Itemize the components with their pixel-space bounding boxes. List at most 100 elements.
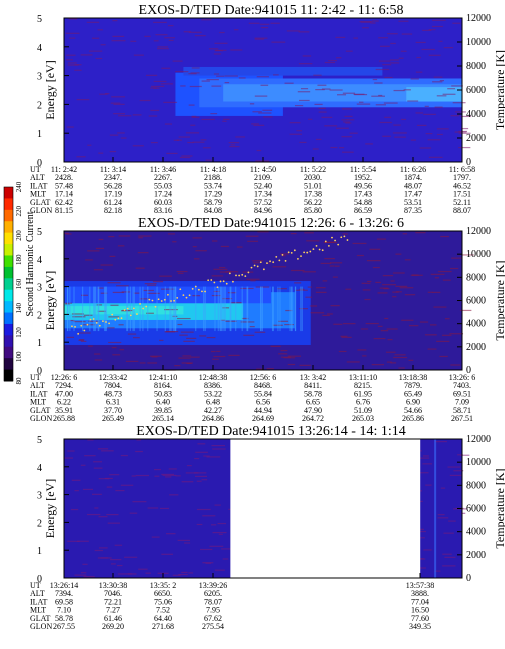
- heatmap-cell: [249, 103, 255, 105]
- y-tick-label: 2: [37, 518, 42, 529]
- heatmap-cell: [155, 34, 168, 36]
- heatmap-cell: [333, 323, 343, 325]
- colorbar-tick-label: 220: [15, 206, 23, 217]
- heatmap-cell: [169, 494, 179, 496]
- heatmap-spike: [126, 286, 128, 332]
- colorbar-segment: [4, 209, 13, 222]
- table-cell: 51.09: [354, 406, 372, 415]
- heatmap-cell: [387, 33, 398, 35]
- heatmap-cell: [97, 448, 109, 450]
- heatmap-cell: [252, 260, 264, 262]
- table-row-label: GLON: [30, 622, 52, 631]
- heatmap-cell: [460, 454, 470, 456]
- heatmap-cell: [427, 291, 433, 293]
- heatmap-spike: [156, 286, 158, 332]
- heatmap-cell: [131, 475, 136, 477]
- heatmap-cell: [249, 326, 255, 328]
- y-tick-label: 3: [37, 491, 42, 502]
- heatmap-spike: [174, 286, 176, 332]
- heatmap-cell: [230, 144, 236, 146]
- temperature-point: [98, 324, 101, 327]
- temperature-point: [321, 249, 324, 252]
- temperature-point: [160, 300, 163, 302]
- heatmap-cell: [116, 285, 129, 287]
- temperature-point: [290, 251, 293, 254]
- temperature-point: [92, 318, 95, 320]
- heatmap-cell: [195, 250, 207, 252]
- heatmap-cell: [382, 274, 394, 277]
- temperature-point: [86, 323, 89, 326]
- table-cell: 267.51: [451, 414, 473, 423]
- heatmap-spike: [129, 286, 131, 332]
- heatmap-cell: [418, 472, 429, 474]
- heatmap-cell: [280, 356, 291, 358]
- heatmap-cell: [457, 454, 463, 456]
- heatmap-cell: [189, 85, 202, 88]
- heatmap-cell: [336, 57, 342, 59]
- table-cell: 37.70: [104, 406, 122, 415]
- table-cell: 17.34: [254, 190, 272, 199]
- heatmap-cell: [67, 540, 80, 542]
- heatmap-cell: [190, 72, 200, 74]
- table-cell: 84.96: [254, 206, 272, 215]
- heatmap-spike: [290, 286, 293, 332]
- y-tick-label: 5: [37, 14, 42, 25]
- heatmap-cell: [419, 147, 432, 149]
- heatmap-cell: [256, 368, 264, 370]
- table-row-label: GLON: [30, 414, 52, 423]
- heatmap-spike: [246, 286, 248, 332]
- table-cell: 13: 3:42: [300, 373, 326, 382]
- temperature-point: [71, 325, 73, 328]
- heatmap-cell: [161, 553, 173, 555]
- heatmap-cell: [106, 486, 113, 488]
- table-cell: 17.19: [104, 190, 122, 199]
- heatmap-cell: [416, 457, 430, 459]
- heatmap-cell: [313, 74, 322, 76]
- heatmap-cell: [415, 112, 424, 114]
- y2-tick-label: 10000: [466, 457, 491, 468]
- heatmap-cell: [256, 149, 262, 152]
- heatmap-cell: [424, 105, 429, 107]
- table-cell: 265.49: [102, 414, 124, 423]
- heatmap-cell: [307, 286, 312, 288]
- table-cell: 47.00: [55, 389, 73, 398]
- temperature-point: [126, 307, 129, 310]
- heatmap-cell: [329, 265, 335, 267]
- heatmap-cell: [432, 291, 441, 293]
- table-cell: 47.90: [304, 406, 322, 415]
- temperature-point: [269, 260, 271, 263]
- heatmap-cell: [117, 132, 125, 134]
- heatmap-cell: [74, 490, 79, 492]
- heatmap-cell: [246, 278, 260, 280]
- heatmap-cell: [247, 240, 258, 242]
- heatmap-cell: [179, 156, 191, 159]
- heatmap-cell: [436, 95, 447, 97]
- heatmap-cell: [212, 448, 226, 450]
- heatmap-cell: [146, 74, 158, 76]
- heatmap-cell: [432, 81, 443, 83]
- colorbar-segment: [4, 244, 13, 256]
- table-cell: 275.54: [202, 622, 224, 631]
- temperature-point: [179, 288, 182, 291]
- heatmap-texture: [64, 231, 474, 371]
- heatmap-cell: [105, 93, 110, 95]
- heatmap-cell: [135, 474, 150, 477]
- heatmap-cell: [409, 325, 419, 327]
- heatmap-cell: [129, 512, 138, 514]
- temperature-point: [287, 251, 290, 254]
- table-cell: 54.88: [354, 198, 372, 207]
- table-cell: 264.86: [202, 414, 224, 423]
- temperature-point: [188, 294, 191, 297]
- heatmap-cell: [65, 302, 72, 304]
- table-row-label: MLT: [30, 190, 46, 199]
- table-cell: 61.46: [104, 614, 122, 623]
- heatmap-cell: [341, 108, 352, 110]
- heatmap-cell: [180, 331, 194, 333]
- heatmap-cell: [346, 119, 355, 121]
- heatmap-cell: [143, 289, 154, 292]
- heatmap-cell: [308, 118, 313, 120]
- colorbar-tick-label: 80: [15, 377, 23, 385]
- temperature-point: [157, 298, 160, 301]
- table-cell: 49.56: [354, 181, 372, 190]
- table-cell: 17.47: [404, 190, 422, 199]
